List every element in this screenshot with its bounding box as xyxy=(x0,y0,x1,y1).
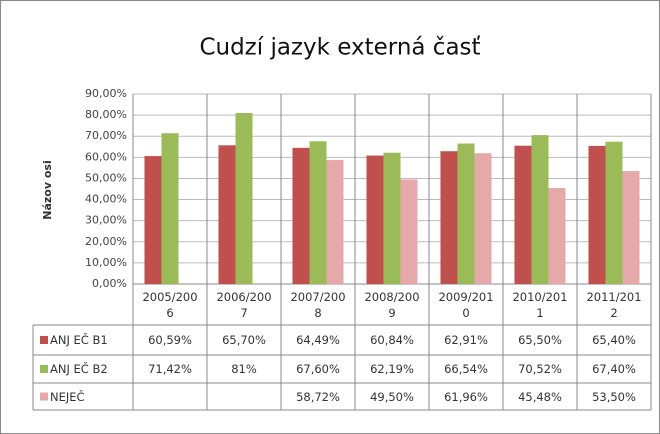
data-table-value: 60,84% xyxy=(370,333,414,347)
data-table-value: 60,59% xyxy=(148,333,192,347)
x-tick-label: 2005/2006 xyxy=(142,289,198,320)
data-table-value: 67,60% xyxy=(296,362,340,376)
legend-swatch xyxy=(40,392,48,401)
bar xyxy=(326,160,344,284)
data-table-value: 49,50% xyxy=(370,389,414,404)
bar xyxy=(309,141,327,284)
bar xyxy=(292,147,310,284)
data-table-value: 45,48% xyxy=(518,389,562,404)
data-table-value: 65,70% xyxy=(222,333,266,347)
bar xyxy=(622,171,640,284)
bar xyxy=(514,145,532,284)
bar xyxy=(400,179,418,284)
bar xyxy=(218,145,236,284)
y-tick-label: 40,00% xyxy=(85,193,127,206)
bar xyxy=(588,145,606,284)
bar xyxy=(440,151,458,284)
y-tick-label: 60,00% xyxy=(85,150,127,163)
data-table-value: 62,91% xyxy=(444,333,488,347)
data-table-value: 64,49% xyxy=(296,333,340,347)
x-tick-label: 2006/2007 xyxy=(216,289,272,320)
legend-swatch xyxy=(40,365,48,373)
bar xyxy=(144,156,162,284)
bar xyxy=(548,187,566,284)
x-tick-label: 2009/2010 xyxy=(438,289,494,320)
data-table-value: 67,40% xyxy=(592,362,636,376)
bar xyxy=(235,113,253,284)
data-table-value: 61,96% xyxy=(444,389,488,404)
y-tick-label: 80,00% xyxy=(85,108,127,121)
bar xyxy=(161,133,179,284)
x-tick-label: 2007/2008 xyxy=(290,289,346,320)
bar xyxy=(474,153,492,284)
data-table-value: 65,50% xyxy=(518,333,562,347)
data-table-value: 71,42% xyxy=(148,362,192,376)
y-tick-label: 90,00% xyxy=(85,87,127,100)
bar xyxy=(366,155,384,284)
data-table-value: 66,54% xyxy=(444,362,488,376)
x-tick-label: 2011/2012 xyxy=(586,289,642,320)
y-tick-label: 70,00% xyxy=(85,129,127,142)
bar xyxy=(383,152,401,284)
data-table-value: 70,52% xyxy=(518,362,562,376)
bar xyxy=(605,141,623,284)
x-tick-label: 2008/2009 xyxy=(364,289,420,320)
legend-swatch xyxy=(40,336,48,344)
bar xyxy=(531,135,549,284)
chart-title: Cudzí jazyk externá časť xyxy=(199,35,480,61)
bar xyxy=(457,143,475,284)
data-table-value: 81% xyxy=(231,362,257,376)
y-tick-label: 30,00% xyxy=(85,214,127,227)
x-tick-label: 2010/2011 xyxy=(512,289,568,320)
y-tick-label: 10,00% xyxy=(85,256,127,269)
legend-label: NEJEČ xyxy=(50,389,85,404)
legend-label: ANJ EČ B2 xyxy=(50,362,108,376)
y-tick-label: 0,00% xyxy=(92,277,127,290)
legend-label: ANJ EČ B1 xyxy=(50,333,108,347)
y-axis-title: Názov osi xyxy=(41,160,54,219)
data-table-value: 53,50% xyxy=(592,389,636,404)
data-table-value: 65,40% xyxy=(592,333,636,347)
y-tick-label: 20,00% xyxy=(85,235,127,248)
data-table-value: 62,19% xyxy=(370,362,414,376)
data-table-value: 58,72% xyxy=(296,389,340,404)
y-tick-label: 50,00% xyxy=(85,171,127,184)
